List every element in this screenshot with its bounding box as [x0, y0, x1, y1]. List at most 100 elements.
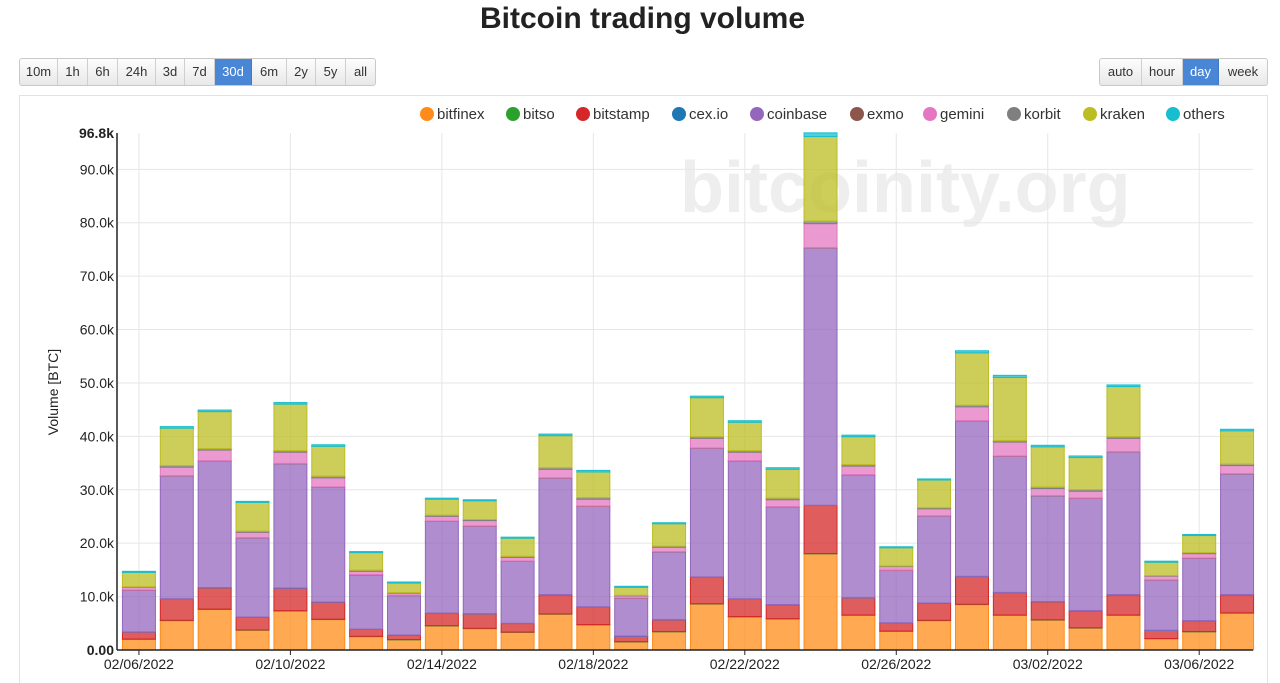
bar-segment-gemini [917, 508, 952, 517]
bar-segment-gemini [311, 477, 346, 488]
legend-item-gemini[interactable]: gemini [923, 106, 984, 123]
axes: 0.00 10.0k 20.0k 30.0k 40.0k 50.0k 60.0k 70.0k 8… [79, 125, 1253, 672]
period-6m-button[interactable]: 6m [252, 59, 287, 85]
bar-segment-bitstamp [765, 604, 800, 620]
legend-marker [850, 107, 864, 121]
bar-segment-coinbase [1068, 497, 1103, 612]
period-all-button[interactable]: all [353, 64, 367, 79]
bar-segment-coinbase [879, 570, 914, 624]
bar-segment-coinbase [462, 525, 497, 615]
bar-segment-bitfinex [273, 610, 308, 651]
legend-item-bitfinex[interactable]: bitfinex [420, 106, 485, 123]
bar-segment-kraken [955, 352, 989, 406]
legend-label: bitfinex [437, 106, 485, 123]
period-1h-button[interactable]: 1h [58, 59, 88, 85]
bar-segment-bitstamp [1106, 594, 1141, 616]
bar-segment-gemini [1068, 490, 1103, 499]
bar-segment-bitfinex [1068, 627, 1103, 651]
legend-item-exmo[interactable]: exmo [850, 106, 904, 123]
agg-auto-button[interactable]: auto [1100, 59, 1142, 85]
chart-frame [19, 95, 1268, 683]
bar-segment-others [1030, 444, 1065, 448]
period-2y-button[interactable]: 2y [287, 59, 316, 85]
bar-segment-others [765, 467, 800, 470]
chart-title: Bitcoin trading volume [479, 2, 806, 35]
bar-segment-others [1106, 384, 1141, 388]
bar-segment-kraken [727, 421, 762, 452]
bar-segment-bitfinex [841, 614, 876, 651]
bar-segment-coinbase [765, 506, 800, 606]
bar-segment-others [1068, 455, 1103, 459]
y-tick-label: 60.0k [80, 322, 115, 338]
bar-segment-coinbase [1182, 557, 1217, 622]
bar-segment-others [614, 585, 649, 588]
bar-segment-bitstamp [879, 622, 914, 632]
bar-segment-gemini [1182, 553, 1217, 559]
x-tick-label: 03/02/2022 [1013, 656, 1083, 672]
bar-segment-gemini [197, 449, 232, 462]
bar-segment-kraken [803, 136, 838, 222]
bar-segment-coinbase [1106, 451, 1141, 596]
agg-week-button[interactable]: week [1227, 64, 1259, 79]
agg-day-button[interactable]: day [1183, 59, 1219, 85]
bar-segment-coinbase [273, 463, 308, 589]
bar-segment-bitfinex [614, 641, 649, 651]
y-tick-label: 10.0k [80, 589, 115, 605]
bar-segment-coinbase [652, 551, 687, 621]
legend-item-korbit[interactable]: korbit [1007, 106, 1062, 123]
bar-segment-kraken [1220, 430, 1255, 465]
bar-segment-others [273, 402, 308, 405]
bar-segment-kraken [235, 501, 270, 532]
bar-segment-gemini [689, 437, 724, 449]
bar-segment-kraken [424, 498, 459, 516]
period-7d-button[interactable]: 7d [185, 59, 215, 85]
legend-item-cex.io[interactable]: cex.io [672, 106, 728, 123]
bar-segment-kraken [349, 552, 384, 571]
bar-segment-coinbase [727, 460, 762, 600]
x-tick-label: 02/10/2022 [255, 656, 325, 672]
legend-item-coinbase[interactable]: coinbase [750, 106, 827, 123]
bar-segment-bitstamp [273, 587, 308, 612]
bar-segment-bitfinex [500, 631, 535, 651]
bar-segment-kraken [538, 435, 573, 469]
bar-segment-bitstamp [121, 631, 156, 640]
bar-segment-bitstamp [1144, 630, 1179, 640]
bar-segment-gemini [273, 451, 308, 464]
bar-segment-coinbase [538, 477, 573, 596]
bar-segment-others [159, 426, 194, 429]
bar-segment-gemini [652, 546, 687, 553]
bar-segment-bitstamp [652, 619, 687, 633]
bar-segment-others [538, 433, 573, 437]
y-tick-label: 96.8k [79, 125, 114, 141]
agg-hour-button[interactable]: hour [1142, 59, 1183, 85]
legend-marker [1166, 107, 1180, 121]
legend-marker [576, 107, 590, 121]
bar-segment-bitstamp [689, 576, 724, 605]
bar-segment-bitfinex [576, 624, 611, 651]
period-6h-button[interactable]: 6h [88, 59, 118, 85]
legend-marker [750, 107, 764, 121]
period-5y-button[interactable]: 5y [316, 59, 346, 85]
y-tick-label: 90.0k [80, 161, 115, 177]
bar-segment-others [349, 551, 384, 554]
bar-segment-bitstamp [803, 505, 838, 555]
y-tick-label: 50.0k [80, 375, 115, 391]
bar-segment-bitfinex [197, 608, 232, 651]
bar-segment-bitfinex [879, 630, 914, 651]
bar-segment-others [727, 420, 762, 423]
period-30d-button[interactable]: 30d [215, 59, 252, 85]
bar-segment-bitstamp [992, 592, 1027, 616]
legend-item-others[interactable]: others [1166, 106, 1225, 123]
bar-segment-coinbase [576, 505, 611, 608]
bar-segment-coinbase [614, 597, 649, 637]
period-3d-button[interactable]: 3d [156, 59, 185, 85]
legend-item-bitstamp[interactable]: bitstamp [576, 106, 650, 123]
bar-segment-others [197, 409, 232, 413]
period-10m-button[interactable]: 10m [20, 59, 58, 85]
bar-segment-coinbase [235, 537, 270, 618]
period-24h-button[interactable]: 24h [118, 59, 156, 85]
legend-item-kraken[interactable]: kraken [1083, 106, 1145, 123]
legend-item-bitso[interactable]: bitso [506, 106, 555, 123]
bar-segment-bitstamp [387, 634, 421, 641]
bars [121, 132, 1255, 651]
